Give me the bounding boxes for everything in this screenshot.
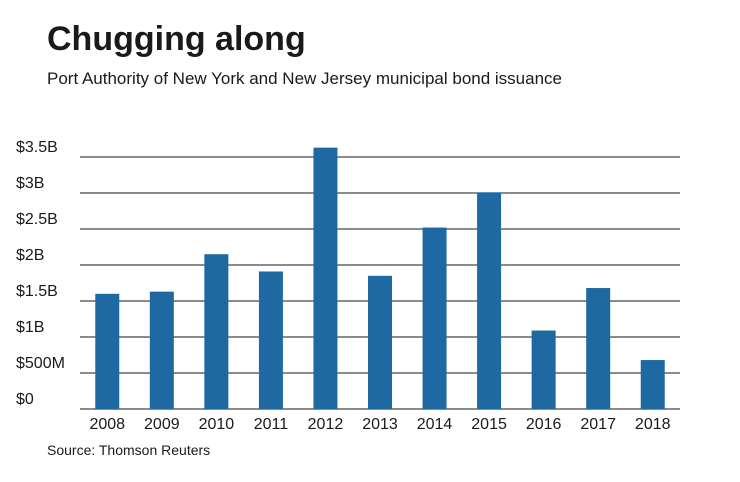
y-axis-tick-labels: $0 $500M $1B $1.5B $2B $2.5B $3B $3.5B — [16, 139, 65, 408]
x-axis-tick-labels: 2008 2009 2010 2011 2012 2013 2014 2015 2016 2017… — [89, 416, 670, 433]
x-tick-label-2008: 2008 — [89, 416, 125, 433]
x-tick-label-2018: 2018 — [635, 416, 671, 433]
bar-2017 — [586, 288, 611, 409]
bar-2015 — [477, 192, 502, 409]
y-tick-label: $3.5B — [16, 139, 58, 156]
y-tick-label: $2B — [16, 247, 44, 264]
x-tick-label-2017: 2017 — [580, 416, 616, 433]
bar-2011 — [258, 271, 283, 409]
bar-2013 — [368, 275, 392, 409]
x-tick-label-2013: 2013 — [362, 416, 398, 433]
y-tick-label: $0 — [16, 391, 34, 408]
bars — [95, 147, 665, 409]
y-tick-label: $3B — [16, 175, 44, 192]
bar-2009 — [149, 291, 174, 409]
chart-title: Chugging along — [47, 20, 306, 58]
bar-2014 — [422, 227, 447, 409]
y-tick-label: $1.5B — [16, 283, 58, 300]
chart-subtitle: Port Authority of New York and New Jerse… — [47, 69, 562, 88]
bar-2018 — [640, 360, 665, 409]
bar-2010 — [204, 254, 229, 409]
x-tick-label-2015: 2015 — [471, 416, 507, 433]
x-tick-label-2012: 2012 — [308, 416, 344, 433]
x-tick-label-2010: 2010 — [199, 416, 235, 433]
x-tick-label-2014: 2014 — [417, 416, 453, 433]
bar-2012 — [313, 147, 338, 409]
y-tick-label: $2.5B — [16, 211, 58, 228]
y-tick-label: $1B — [16, 319, 44, 336]
x-tick-label-2011: 2011 — [254, 416, 289, 433]
bar-2008 — [95, 293, 120, 409]
chart-source: Source: Thomson Reuters — [47, 442, 211, 458]
bar-2016 — [531, 330, 556, 409]
x-tick-label-2016: 2016 — [526, 416, 562, 433]
y-tick-label: $500M — [16, 355, 65, 372]
x-tick-label-2009: 2009 — [144, 416, 180, 433]
